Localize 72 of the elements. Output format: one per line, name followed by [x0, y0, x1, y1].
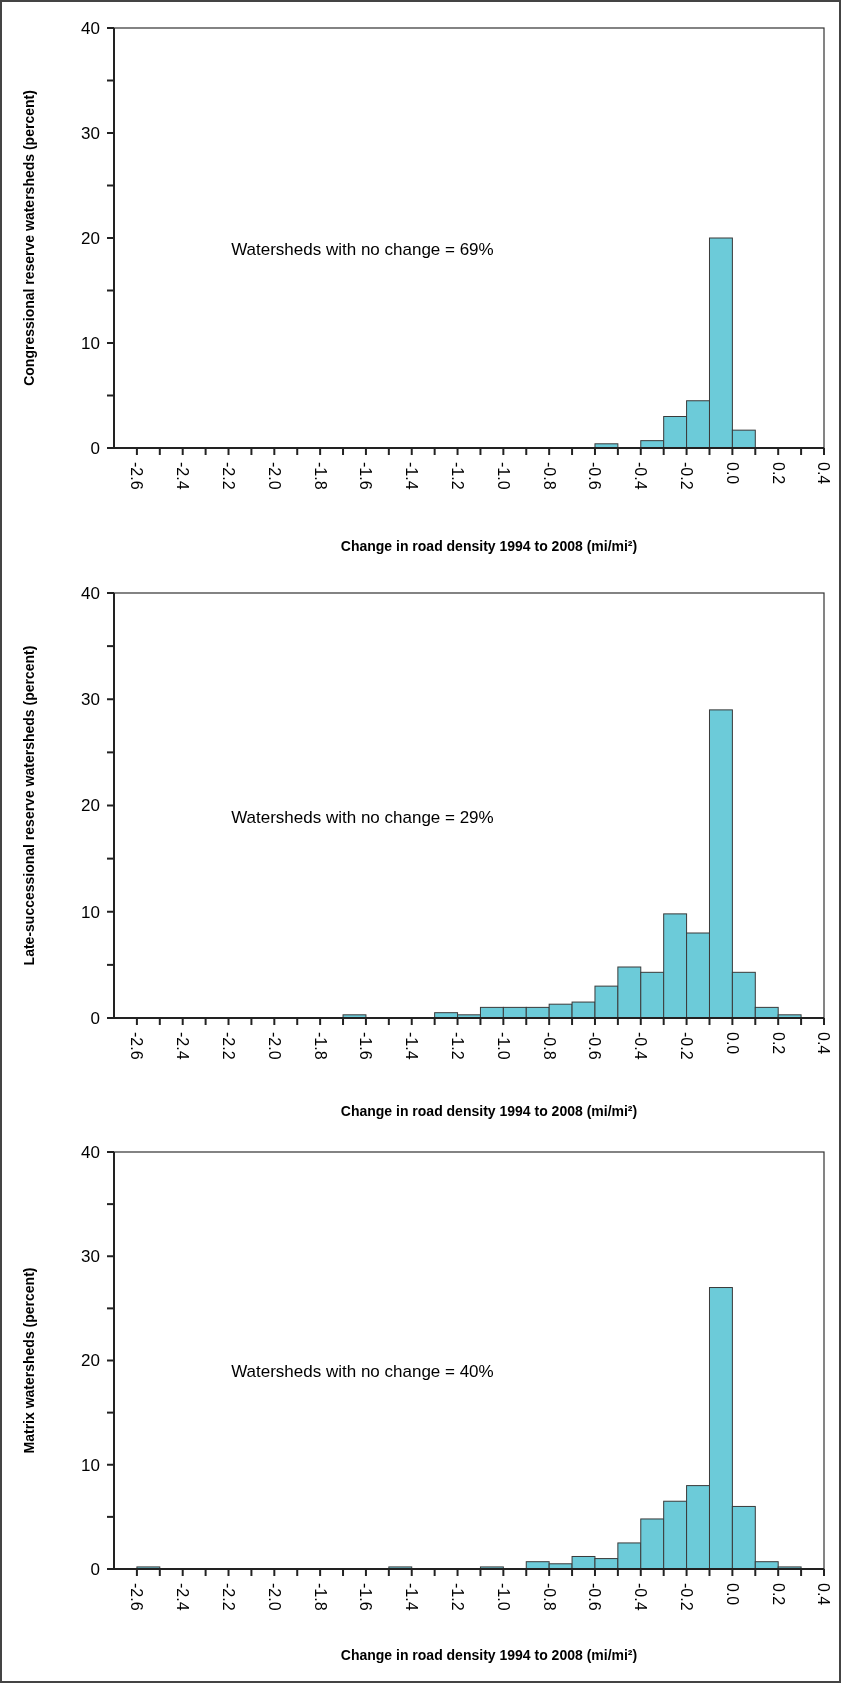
y-tick-label: 40 [81, 583, 100, 603]
y-tick-label: 20 [81, 1351, 100, 1371]
x-axis-title: Change in road density 1994 to 2008 (mi/mi²) [340, 1103, 638, 1119]
x-tick-label: -2.2 [219, 1032, 237, 1060]
x-tick-label: -0.8 [540, 1583, 558, 1611]
x-tick-label: -2.4 [174, 1583, 192, 1611]
annotation: Watersheds with no change = 29% [231, 807, 494, 827]
annotation: Watersheds with no change = 40% [231, 1362, 494, 1382]
y-tick-label: 20 [81, 228, 100, 248]
x-axis-title: Change in road density 1994 to 2008 (mi/mi²) [340, 1647, 638, 1663]
y-tick-label: 0 [90, 438, 100, 458]
x-tick-label: -0.2 [677, 1032, 695, 1060]
x-tick-label: -0.2 [677, 462, 695, 490]
x-tick-label: -1.2 [448, 1583, 466, 1611]
y-axis-title: Matrix watersheds (percent) [21, 1267, 37, 1454]
x-tick-label: 0.0 [723, 1032, 741, 1055]
x-tick-label: -1.8 [311, 462, 329, 490]
x-tick-label: -2.0 [265, 462, 283, 490]
x-tick-label: -2.6 [128, 1583, 146, 1611]
y-tick-label: 40 [81, 1142, 100, 1162]
x-tick-label: -2.6 [128, 1032, 146, 1060]
x-tick-label: -0.6 [586, 462, 604, 490]
x-tick-label: -1.6 [357, 1032, 375, 1060]
x-tick-label: -1.0 [494, 1583, 512, 1611]
y-tick-label: 10 [81, 1455, 100, 1475]
x-tick-label: -0.2 [677, 1583, 695, 1611]
x-tick-label: -1.4 [403, 462, 421, 490]
x-tick-label: -1.4 [403, 1032, 421, 1060]
x-tick-label: -2.2 [219, 462, 237, 490]
y-tick-label: 0 [90, 1559, 100, 1579]
x-tick-label: 0.2 [769, 462, 787, 485]
x-tick-label: -0.4 [632, 462, 650, 490]
x-tick-label: -0.4 [632, 1032, 650, 1060]
x-tick-label: -0.4 [632, 1583, 650, 1611]
y-tick-label: 30 [81, 123, 100, 143]
x-axis-title: Change in road density 1994 to 2008 (mi/mi²) [340, 538, 638, 554]
y-tick-label: 10 [81, 902, 100, 922]
x-tick-label: -1.8 [311, 1583, 329, 1611]
y-axis-title: Congressional reserve watersheds (percent) [21, 90, 37, 386]
x-tick-label: -1.6 [357, 1583, 375, 1611]
x-tick-label: -2.4 [174, 462, 192, 490]
y-tick-label: 10 [81, 333, 100, 353]
x-tick-label: -2.0 [265, 1032, 283, 1060]
x-tick-label: -1.8 [311, 1032, 329, 1060]
x-tick-label: -1.0 [494, 1032, 512, 1060]
x-tick-label: -1.2 [448, 462, 466, 490]
x-tick-label: -2.4 [174, 1032, 192, 1060]
y-tick-label: 20 [81, 796, 100, 816]
annotation: Watersheds with no change = 69% [231, 239, 494, 259]
x-tick-label: -0.6 [586, 1032, 604, 1060]
x-tick-label: 0.2 [769, 1583, 787, 1606]
y-tick-label: 0 [90, 1008, 100, 1028]
x-tick-label: 0.4 [815, 1032, 833, 1055]
y-tick-label: 30 [81, 690, 100, 710]
x-tick-label: 0.2 [769, 1032, 787, 1055]
x-tick-label: 0.0 [723, 1583, 741, 1606]
y-axis-title: Late-successional reserve watersheds (percent) [21, 645, 37, 966]
x-tick-label: -1.2 [448, 1032, 466, 1060]
x-tick-label: -0.8 [540, 462, 558, 490]
x-tick-label: -1.4 [403, 1583, 421, 1611]
x-tick-label: -1.6 [357, 462, 375, 490]
x-tick-label: -2.6 [128, 462, 146, 490]
x-tick-label: -0.6 [586, 1583, 604, 1611]
x-tick-label: -0.8 [540, 1032, 558, 1060]
x-tick-label: -2.2 [219, 1583, 237, 1611]
y-tick-label: 40 [81, 18, 100, 38]
x-tick-label: -1.0 [494, 462, 512, 490]
y-tick-label: 30 [81, 1247, 100, 1267]
x-tick-label: -2.0 [265, 1583, 283, 1611]
x-tick-label: 0.4 [815, 1583, 833, 1606]
x-tick-label: 0.4 [815, 462, 833, 485]
x-tick-label: 0.0 [723, 462, 741, 485]
